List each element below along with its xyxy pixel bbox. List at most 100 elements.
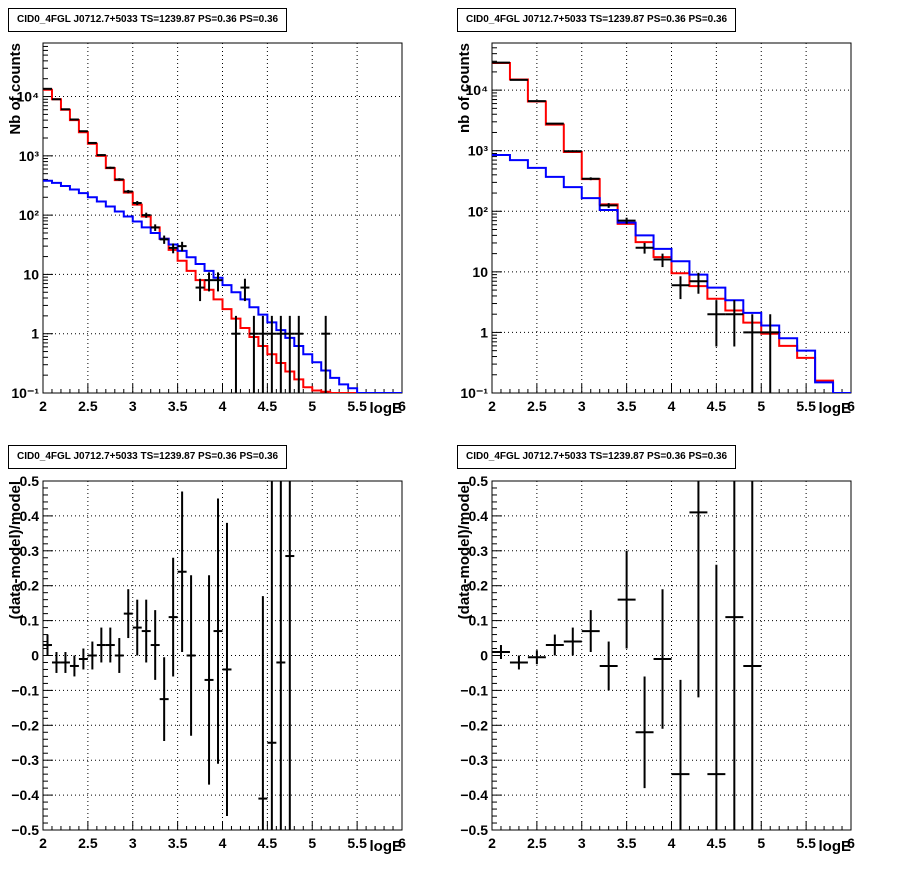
x-tick-label: 4.5	[258, 835, 278, 851]
y-tick-label: 1	[31, 326, 39, 342]
x-tick-label: 6	[398, 835, 406, 851]
data-point	[105, 627, 115, 663]
data-point	[213, 272, 223, 292]
chart-panel-bottom-right: 2 2.5 3 3.5 4 4.5 5 5.5 6 −0.5 −0.4 −0.3 −0.2 −0.1 0 0.…	[456, 473, 855, 855]
y-tick-label: 0.4	[469, 508, 489, 524]
x-tick-label: 6	[847, 835, 855, 851]
y-tick-label: 0	[480, 648, 488, 664]
x-tick-label: 4.5	[707, 835, 727, 851]
y-tick-label: 0	[31, 648, 39, 664]
component-model-histogram	[492, 153, 851, 393]
x-tick-label: 4	[219, 398, 227, 414]
y-tick-label: −0.5	[460, 822, 488, 838]
x-tick-label: 5.5	[796, 398, 816, 414]
y-tick-label: 0.1	[469, 613, 489, 629]
data-point	[258, 596, 268, 830]
x-tick-label: 2.5	[78, 835, 98, 851]
y-tick-label: 0.5	[20, 473, 40, 489]
data-point	[60, 652, 70, 673]
y-tick-label: −0.3	[11, 752, 39, 768]
x-tick-label: 2.5	[527, 835, 547, 851]
data-point	[114, 638, 124, 673]
x-tick-label: 3.5	[617, 835, 637, 851]
data-point	[725, 300, 744, 347]
data-point	[725, 481, 744, 830]
data-point	[87, 141, 97, 144]
data-point	[222, 522, 232, 817]
y-tick-label: 10⁻¹	[460, 385, 488, 401]
data-point	[689, 481, 708, 698]
x-axis-title: logE	[819, 400, 852, 417]
x-axis-title: logE	[370, 838, 403, 855]
x-tick-label: 4	[668, 398, 676, 414]
data-point	[599, 641, 618, 691]
data-point	[204, 272, 214, 292]
data-point	[240, 278, 250, 302]
x-tick-label: 5	[757, 398, 765, 414]
data-point	[123, 189, 133, 194]
data-point	[43, 634, 52, 656]
data-point	[69, 118, 79, 121]
x-tick-label: 5.5	[796, 835, 816, 851]
x-tick-label: 6	[398, 398, 406, 414]
data-point	[267, 315, 277, 393]
y-tick-label: −0.1	[460, 682, 488, 698]
data-point	[258, 315, 268, 393]
data-point	[492, 645, 510, 659]
y-tick-label: 0.4	[20, 508, 40, 524]
data-point	[132, 599, 142, 656]
y-axis-title: Nb of counts	[7, 43, 24, 135]
y-tick-label: 0.2	[20, 578, 40, 594]
data-point	[761, 314, 780, 393]
y-tick-label: −0.2	[11, 717, 39, 733]
y-tick-label: 0.2	[469, 578, 489, 594]
data-point	[141, 212, 151, 218]
y-tick-label: 10²	[468, 203, 489, 219]
data-point	[276, 315, 286, 393]
x-tick-label: 5.5	[347, 398, 367, 414]
data-point	[105, 166, 115, 169]
data-point	[743, 314, 762, 393]
data-point	[617, 217, 636, 225]
y-tick-label: 10⁴	[466, 82, 489, 98]
data-point	[150, 610, 160, 680]
data-point	[168, 557, 178, 677]
y-tick-label: 0.3	[20, 543, 40, 559]
y-tick-label: −0.3	[460, 752, 488, 768]
data-point	[213, 498, 223, 764]
title-box-top-left: CID0_4FGL J0712.7+5033 TS=1239.87 PS=0.3…	[8, 8, 288, 32]
chart-panel-bottom-left: 2 2.5 3 3.5 4 4.5 5 5.5 6 −0.5 −0.4 −0.3 −0.2 −0.1 0 0.…	[7, 473, 406, 855]
y-tick-label: 10	[472, 264, 488, 280]
data-point	[96, 154, 106, 157]
data-point	[671, 276, 690, 300]
x-tick-label: 4.5	[707, 398, 727, 414]
x-tick-label: 2.5	[527, 398, 547, 414]
y-tick-label: 10²	[19, 207, 40, 223]
x-tick-label: 5	[757, 835, 765, 851]
data-point	[186, 575, 196, 736]
data-point	[195, 278, 205, 302]
title-box-bottom-right: CID0_4FGL J0712.7+5033 TS=1239.87 PS=0.3…	[457, 445, 737, 469]
y-tick-label: −0.1	[11, 682, 39, 698]
x-tick-label: 3	[578, 835, 586, 851]
data-point	[707, 564, 726, 830]
data-point	[581, 610, 600, 653]
y-tick-label: 1	[480, 324, 488, 340]
x-tick-label: 3	[129, 398, 137, 414]
data-point	[563, 150, 582, 153]
y-tick-label: −0.4	[11, 787, 39, 803]
y-tick-label: 0.3	[469, 543, 489, 559]
x-tick-label: 2	[488, 398, 496, 414]
data-point	[96, 627, 106, 663]
data-point	[123, 589, 133, 639]
data-point	[617, 550, 636, 649]
data-point	[563, 627, 582, 656]
data-point	[743, 481, 762, 830]
data-point	[635, 676, 654, 789]
data-point	[285, 481, 295, 830]
data-point	[635, 242, 654, 254]
data-point	[527, 100, 546, 103]
data-point	[285, 315, 295, 393]
data-point	[509, 655, 528, 670]
data-point	[132, 201, 142, 206]
